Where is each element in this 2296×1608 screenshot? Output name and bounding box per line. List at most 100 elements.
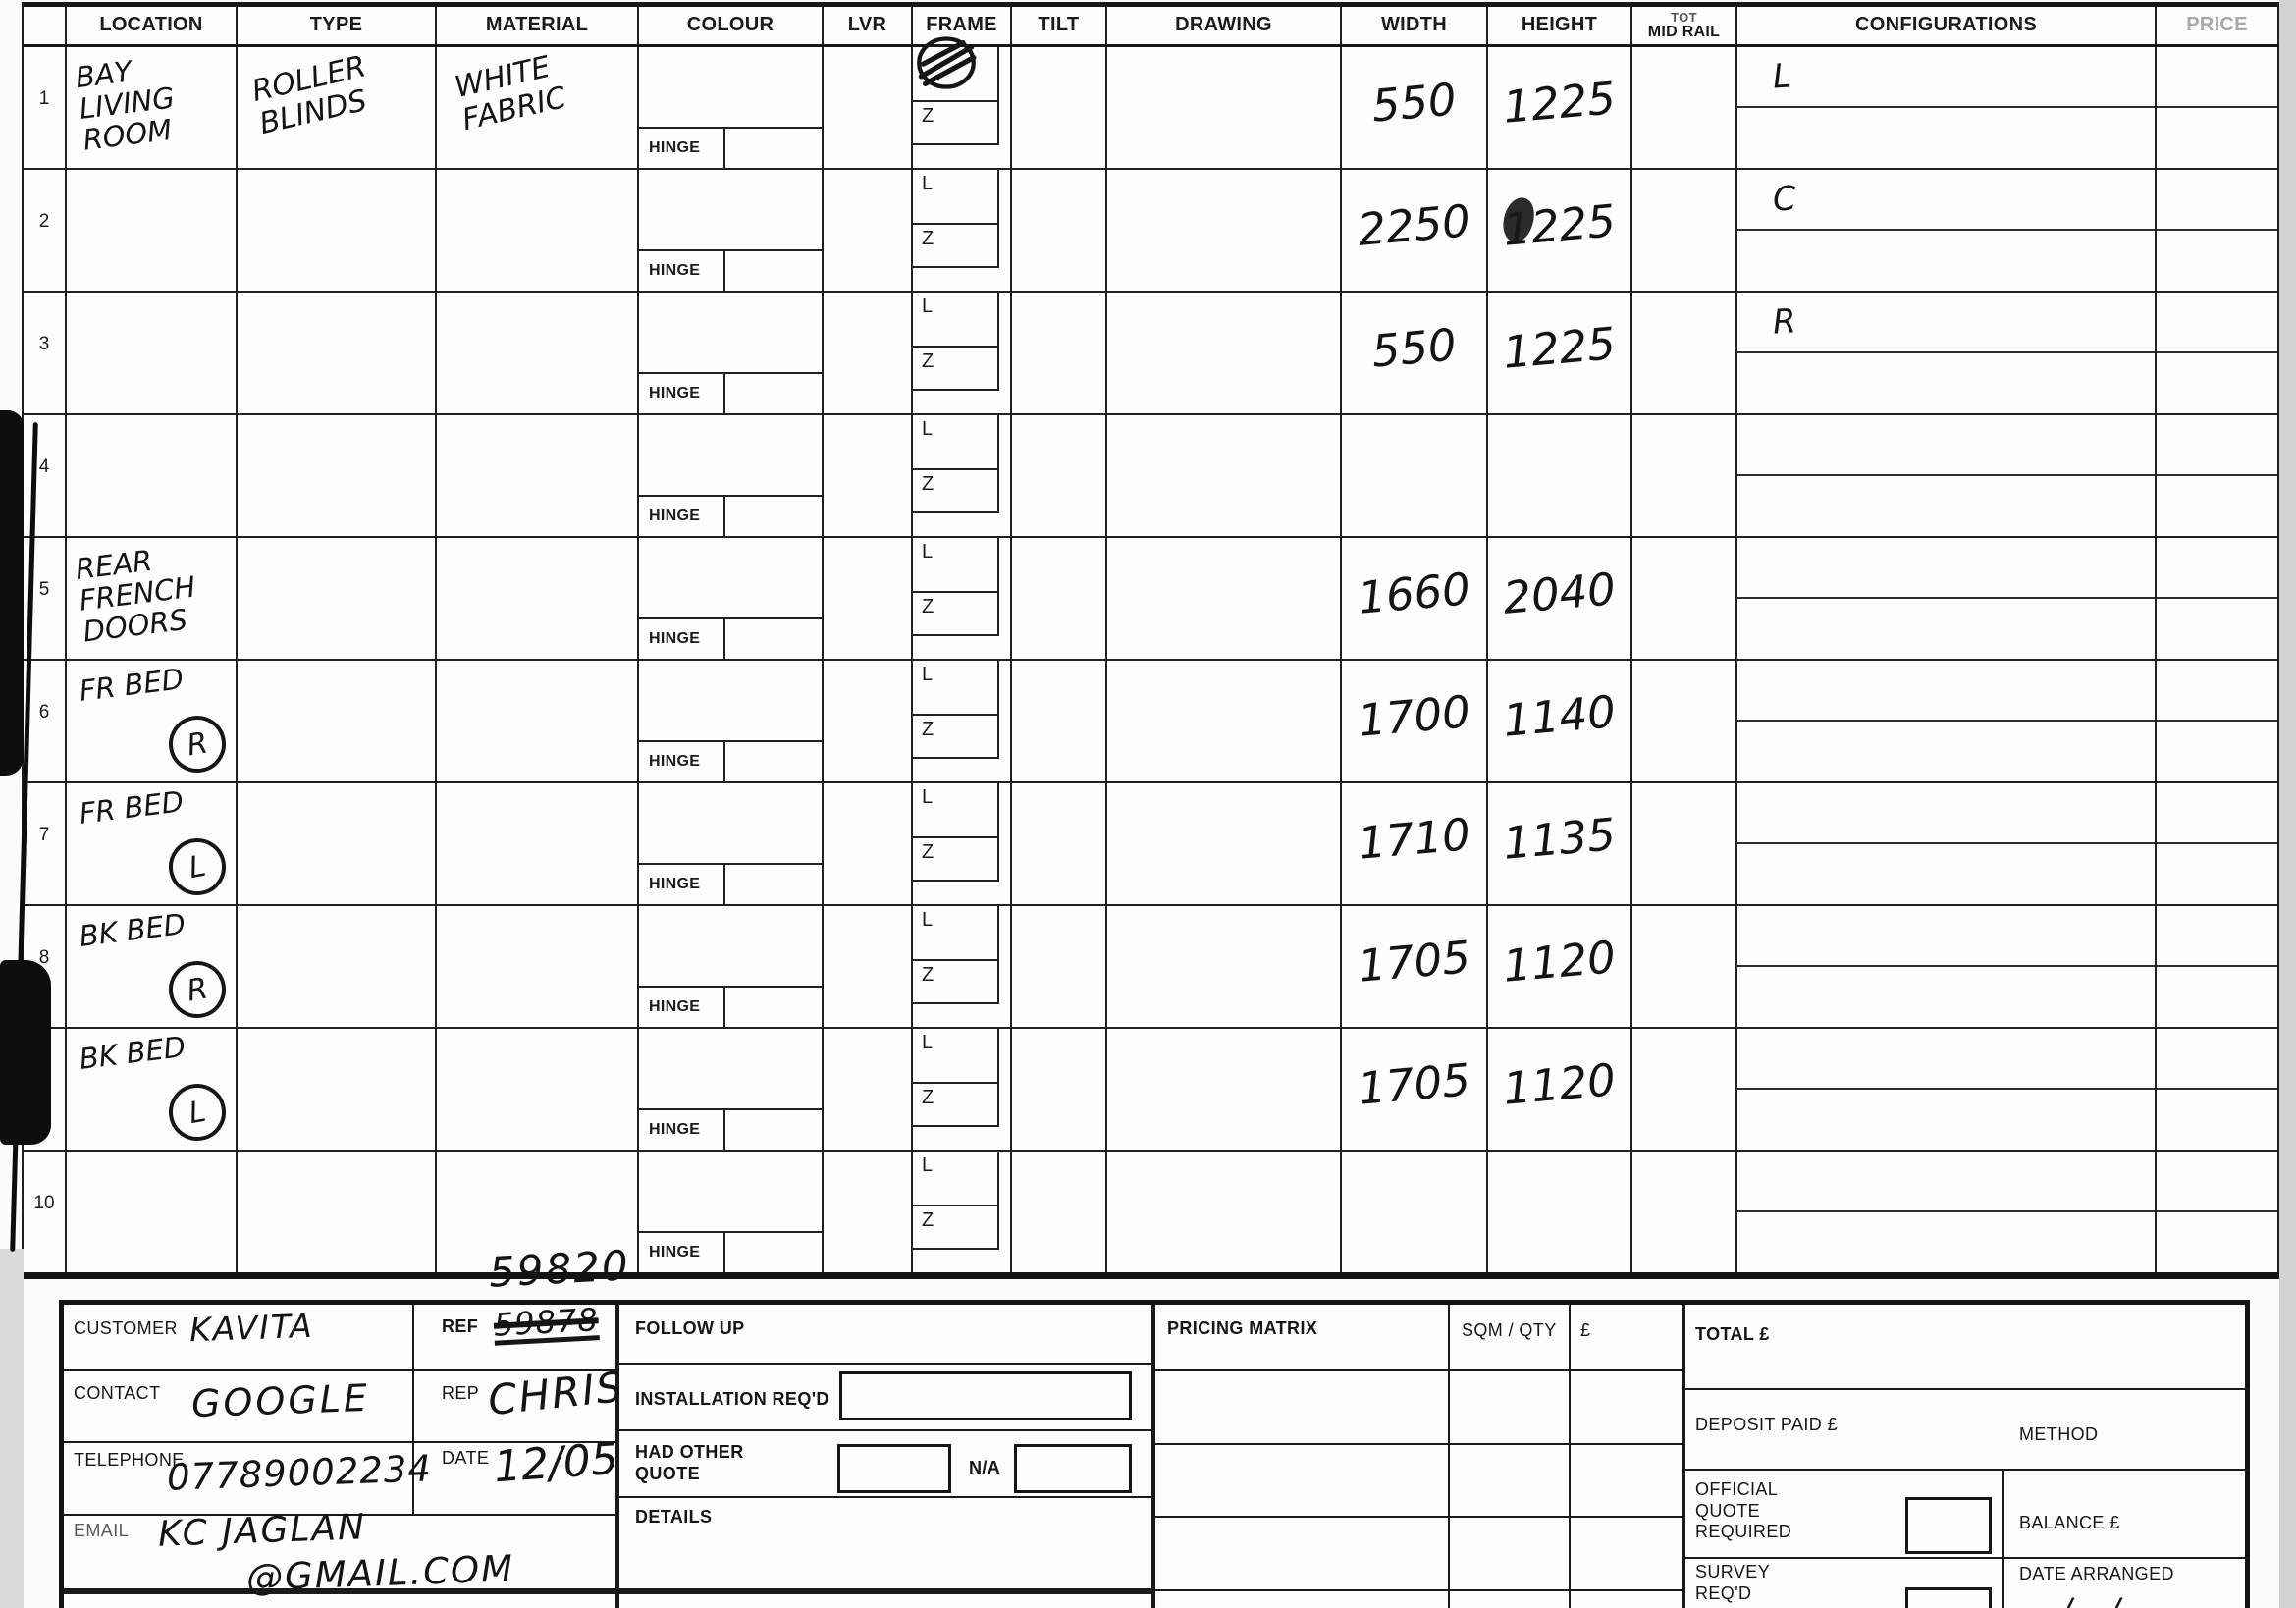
colour-cell: HINGE [639,661,824,781]
price-cell [2157,47,2279,168]
table-row: 5 REAR FRENCH DOORS HINGE L Z 1660 2040 [24,538,2281,661]
width-cell: 1660 [1342,538,1488,659]
frame-l-box: L [913,661,999,716]
height-handwriting: 1120 [1501,1053,1618,1115]
material-cell [437,661,639,781]
lvr-cell [824,783,913,904]
width-cell: 550 [1342,47,1488,168]
drawing-cell [1107,415,1342,536]
frame-z-label: Z [922,473,934,495]
height-cell: 1225 [1488,293,1632,413]
material-cell [437,293,639,413]
official-quote-checkbox [1905,1497,1992,1554]
photo-background-bottom-left [0,1249,24,1608]
width-handwriting: 550 [1369,73,1459,133]
hinge-label: HINGE [649,1121,701,1138]
frame-l-box: L [913,538,999,593]
row-number: 5 [38,579,50,600]
scribble-mark [917,36,977,89]
price-divider-line [2157,965,2277,967]
frame-z-label: Z [922,596,934,617]
configurations-cell [1737,906,2157,1027]
rownum-cell: 3 [24,293,67,413]
config-handwriting: L [1771,56,1793,97]
frame-z-label: Z [922,105,934,127]
width-handwriting: 2250 [1356,194,1472,256]
tilt-cell [1012,47,1107,168]
telephone-label: TELEPHONE [74,1450,185,1470]
follow-up-label: FOLLOW UP [635,1318,745,1338]
width-cell: 550 [1342,293,1488,413]
frame-cell: L Z [913,538,1012,659]
frame-cell: L Z [913,1029,1012,1150]
row-number: 10 [33,1193,55,1213]
location-handwriting: FR BED [77,784,186,831]
material-cell [437,538,639,659]
had-other-quote-yes-field [837,1444,951,1493]
lvr-cell [824,293,913,413]
frame-z-label: Z [922,841,934,863]
type-cell [238,415,437,536]
circled-letter-text: R [184,970,211,1009]
location-cell [67,415,238,536]
config-divider-line [1737,229,2155,231]
lvr-cell [824,47,913,168]
frame-l-box: L [913,293,999,348]
colour-cell: HINGE [639,783,824,904]
hinge-value-box [725,986,822,1027]
location-cell: FR BED R [67,661,238,781]
frame-cell: L Z [913,1152,1012,1272]
header-width: WIDTH [1342,7,1488,44]
row-number: 7 [38,825,50,845]
price-cell [2157,783,2279,904]
order-details-box: CUSTOMER KAVITA REF 59878 CONTACT GOOGLE… [59,1300,2250,1608]
hinge-label: HINGE [649,139,701,156]
price-cell [2157,538,2279,659]
hinge-label: HINGE [649,262,701,279]
circled-letter: R [164,956,231,1023]
header-colour: COLOUR [639,7,824,44]
divider-line [64,1369,615,1371]
header-midrail-label: MID RAIL [1647,23,1721,40]
hinge-label: HINGE [649,876,701,892]
rownum-cell: 5 [24,538,67,659]
header-tilt: TILT [1012,7,1107,44]
type-cell [238,170,437,291]
type-cell [238,538,437,659]
material-cell [437,1152,639,1272]
table-row: 2 HINGE L Z 2250 1225 C [24,170,2281,293]
frame-l-label: L [922,173,934,194]
pound-label: £ [1580,1320,1591,1340]
lvr-cell [824,906,913,1027]
rownum-cell: 2 [24,170,67,291]
drawing-cell [1107,170,1342,291]
header-tilt-label: TILT [1038,14,1080,35]
location-handwriting: BK BED [77,1029,187,1076]
width-cell: 2250 [1342,170,1488,291]
midrail-cell [1632,1029,1737,1150]
installation-reqd-label: INSTALLATION REQ'D [635,1389,829,1409]
lvr-cell [824,661,913,781]
frame-l-box: L [913,170,999,225]
header-colour-label: COLOUR [686,14,774,35]
height-cell [1488,1152,1632,1272]
midrail-cell [1632,1152,1737,1272]
price-cell [2157,170,2279,291]
colour-cell: HINGE [639,1029,824,1150]
drawing-cell [1107,661,1342,781]
tilt-cell [1012,783,1107,904]
type-cell [238,1152,437,1272]
location-cell: REAR FRENCH DOORS [67,538,238,659]
divider-line [1155,1516,1682,1518]
config-divider-line [1737,1210,2155,1212]
configurations-cell [1737,1152,2157,1272]
hinge-box: HINGE [639,986,725,1027]
price-cell [2157,415,2279,536]
frame-z-label: Z [922,1209,934,1231]
lvr-cell [824,1152,913,1272]
tilt-cell [1012,170,1107,291]
midrail-cell [1632,170,1737,291]
circled-letter: L [164,833,231,900]
header-price-label: PRICE [2186,14,2248,35]
contact-label: CONTACT [74,1383,161,1403]
